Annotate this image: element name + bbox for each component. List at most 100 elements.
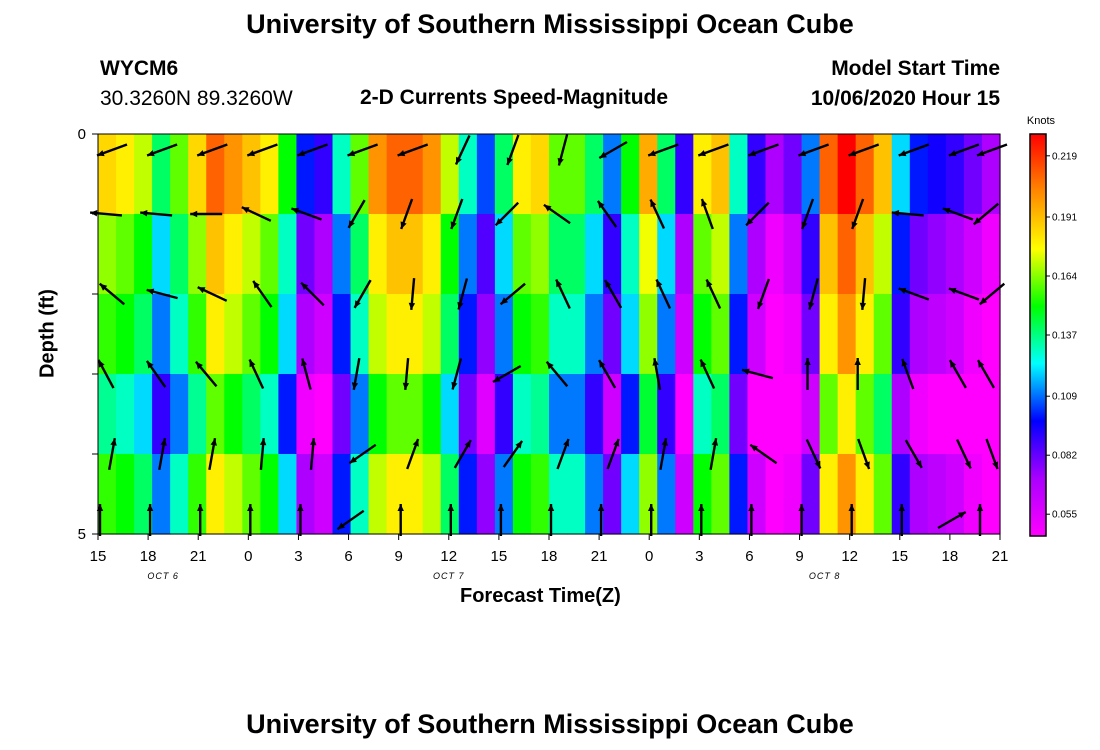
heatmap-cell bbox=[170, 454, 189, 535]
heatmap-cell bbox=[621, 374, 640, 455]
current-vector-arrow bbox=[351, 357, 361, 391]
heatmap-cell bbox=[855, 294, 875, 375]
heatmap-cell bbox=[765, 374, 785, 455]
heatmap-cell bbox=[476, 134, 496, 215]
heatmap-cell bbox=[639, 374, 658, 455]
heatmap-cell bbox=[675, 454, 694, 535]
heatmap-cell bbox=[855, 214, 875, 295]
heatmap-cell bbox=[386, 294, 406, 375]
current-vector-arrow bbox=[891, 210, 924, 217]
current-vector-arrow bbox=[851, 198, 865, 230]
heatmap-cell bbox=[116, 454, 135, 535]
heatmap-cell bbox=[873, 214, 893, 295]
heatmap-cell bbox=[837, 374, 857, 455]
current-vector-arrow bbox=[241, 206, 272, 222]
heatmap-cell bbox=[585, 454, 604, 535]
current-vector-arrow bbox=[353, 279, 372, 309]
current-vector-arrow bbox=[976, 143, 1008, 157]
heatmap-cell bbox=[873, 294, 893, 375]
current-vector-arrow bbox=[457, 278, 469, 310]
heatmap-cell bbox=[639, 134, 658, 215]
heatmap-cell bbox=[152, 454, 171, 535]
x-date-label: OCT 8 bbox=[809, 571, 841, 581]
heatmap-cell bbox=[891, 214, 911, 295]
heatmap-cell bbox=[368, 294, 388, 375]
heatmap-cell bbox=[585, 134, 604, 215]
heatmap-cell bbox=[512, 214, 532, 295]
heatmap-cell bbox=[188, 454, 207, 535]
colorbar-tick-label: 0.055 bbox=[1052, 510, 1077, 521]
colorbar-gradient bbox=[1029, 133, 1047, 537]
heatmap-cell bbox=[224, 134, 243, 215]
current-vector-arrow bbox=[555, 278, 571, 310]
heatmap-cell bbox=[116, 374, 135, 455]
current-vector-arrow bbox=[499, 282, 526, 306]
heatmap-cell bbox=[909, 454, 929, 535]
current-vector-arrow bbox=[976, 504, 984, 536]
heatmap-cell bbox=[530, 294, 550, 375]
heatmap-cell bbox=[458, 214, 478, 295]
current-vector-arrow bbox=[197, 504, 204, 536]
heatmap-cell bbox=[458, 294, 478, 375]
heatmap-cell bbox=[224, 294, 243, 375]
current-vector-arrow bbox=[252, 280, 273, 308]
current-vector-arrow bbox=[247, 504, 254, 536]
heatmap-cell bbox=[981, 214, 1001, 295]
heatmap-cell bbox=[945, 134, 965, 215]
current-vector-arrow bbox=[985, 438, 999, 470]
heatmap-cell bbox=[188, 134, 207, 215]
current-vector-arrow bbox=[96, 143, 128, 157]
colorbar-tick-label: 0.219 bbox=[1052, 151, 1077, 162]
current-vector-arrow bbox=[296, 143, 328, 157]
x-axis-title: Forecast Time(Z) bbox=[460, 585, 621, 607]
x-date-label: OCT 6 bbox=[147, 571, 179, 581]
x-tick-label: 0 bbox=[645, 548, 653, 565]
heatmap-cell bbox=[783, 214, 803, 295]
colorbar-tick-label: 0.164 bbox=[1052, 272, 1077, 283]
x-tick-label: 6 bbox=[344, 548, 352, 565]
heatmap-cell bbox=[567, 294, 586, 375]
current-vector-arrow bbox=[145, 360, 167, 388]
heatmap-cell bbox=[494, 454, 514, 535]
heatmap-cell bbox=[693, 214, 712, 295]
heatmap-cell bbox=[242, 294, 261, 375]
x-tick-label: 21 bbox=[992, 548, 1009, 565]
current-vector-arrow bbox=[447, 504, 454, 536]
heatmap-cell bbox=[278, 134, 298, 215]
heatmap-cell bbox=[675, 214, 694, 295]
heatmap-cell bbox=[891, 454, 911, 535]
heatmap-cell bbox=[657, 134, 676, 215]
current-vector-arrow bbox=[948, 359, 967, 389]
heatmap-cell bbox=[621, 134, 640, 215]
current-vector-arrow bbox=[547, 504, 555, 536]
x-tick-label: 3 bbox=[695, 548, 703, 565]
current-vector-arrow bbox=[348, 443, 377, 465]
heatmap-cell bbox=[927, 294, 947, 375]
heatmap-cell bbox=[567, 374, 586, 455]
heatmap-cell bbox=[170, 134, 189, 215]
heatmap-cell bbox=[224, 454, 243, 535]
current-vector-arrow bbox=[901, 358, 915, 390]
current-vector-arrow bbox=[598, 359, 617, 389]
current-vector-arrow bbox=[492, 364, 522, 384]
heatmap-cell bbox=[206, 294, 225, 375]
heatmap-cell bbox=[801, 294, 821, 375]
heatmap-cell bbox=[422, 454, 442, 535]
current-vector-arrow bbox=[453, 439, 472, 469]
heatmap-cell bbox=[278, 374, 298, 455]
heatmap-cell bbox=[512, 374, 532, 455]
heatmap-cell bbox=[927, 454, 947, 535]
heatmap-cell bbox=[567, 214, 586, 295]
heatmap-cell bbox=[801, 454, 821, 535]
heatmap-cell bbox=[909, 134, 929, 215]
heatmap-cell bbox=[296, 214, 316, 295]
heatmap-cell bbox=[873, 374, 893, 455]
current-vector-arrow bbox=[698, 504, 705, 536]
heatmap-cell bbox=[98, 214, 117, 295]
current-vector-arrow bbox=[606, 438, 620, 470]
current-vector-arrow bbox=[190, 210, 223, 218]
heatmap-cell bbox=[909, 214, 929, 295]
heatmap-cell bbox=[386, 454, 406, 535]
current-vector-arrow bbox=[208, 437, 217, 471]
footer-title: University of Southern Mississippi Ocean… bbox=[246, 709, 854, 739]
